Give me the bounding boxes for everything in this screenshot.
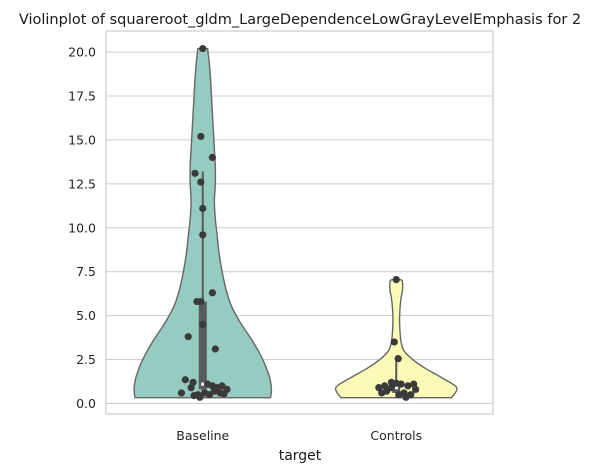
data-point: [190, 391, 198, 400]
y-tick-label: 12.5: [68, 176, 96, 191]
data-point: [395, 391, 403, 399]
data-point: [199, 204, 207, 213]
plot-frame: [105, 30, 494, 415]
data-point: [196, 393, 204, 401]
data-point: [208, 153, 217, 162]
x-tick-labels: Baseline Controls: [176, 428, 422, 443]
chart-title: Violinplot of squareroot_gldm_LargeDepen…: [19, 12, 581, 28]
data-point: [208, 289, 217, 297]
violin-iqr-box: [198, 301, 207, 390]
data-point: [390, 338, 398, 346]
data-point: [187, 384, 195, 392]
data-point: [220, 390, 228, 398]
violin-median-marker: [201, 382, 205, 386]
data-point: [193, 297, 201, 306]
data-point: [197, 132, 205, 141]
data-point: [181, 376, 189, 384]
data-point: [199, 44, 207, 53]
violin-median-marker: [394, 386, 398, 390]
y-tick-label: 20.0: [68, 45, 96, 60]
data-point: [387, 384, 396, 392]
y-tick-label: 0.0: [76, 396, 96, 411]
data-point: [191, 169, 199, 177]
data-point: [394, 355, 402, 363]
strip-points: [177, 44, 420, 401]
data-point: [211, 345, 219, 353]
violins: [133, 47, 458, 399]
data-point: [375, 384, 383, 392]
data-point: [402, 393, 410, 401]
data-point: [378, 389, 386, 397]
data-point: [177, 389, 186, 397]
y-tick-label: 15.0: [68, 132, 96, 147]
y-tick-label: 10.0: [68, 220, 96, 235]
x-tick-label: Baseline: [176, 428, 229, 443]
data-point: [392, 275, 400, 284]
y-tick-label: 5.0: [76, 308, 96, 323]
data-point: [412, 385, 420, 394]
y-tick-label: 17.5: [68, 89, 96, 104]
data-point: [199, 320, 207, 328]
x-axis-label: target: [279, 448, 322, 464]
x-tick-label: Controls: [370, 428, 422, 443]
y-tick-labels: 0.0 2.5 5.0 7.5 10.0 12.5 15.0 17.5 20.0: [68, 45, 96, 411]
y-tick-label: 7.5: [76, 264, 96, 279]
y-tick-label: 2.5: [76, 352, 96, 367]
data-point: [210, 387, 218, 395]
data-point: [404, 382, 412, 390]
data-point: [199, 231, 207, 239]
data-point: [197, 178, 205, 186]
data-point: [184, 333, 192, 341]
data-point: [397, 380, 405, 388]
